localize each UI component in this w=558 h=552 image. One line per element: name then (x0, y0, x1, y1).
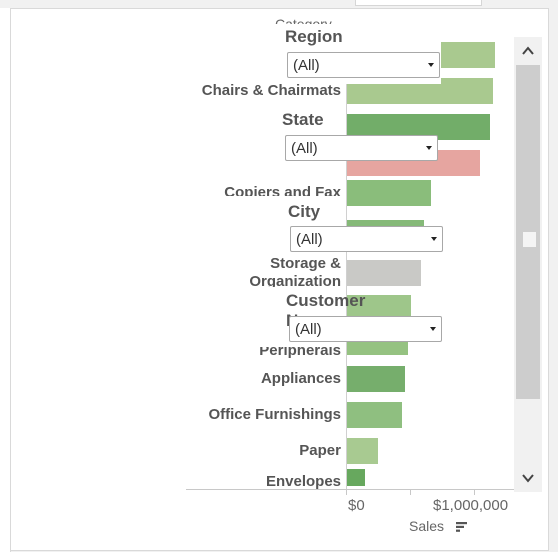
top-strip (0, 0, 558, 8)
city-dropdown[interactable]: (All) (290, 226, 443, 252)
zero-baseline (346, 30, 347, 490)
region-dropdown-value: (All) (293, 57, 320, 74)
state-dropdown-value: (All) (291, 140, 318, 157)
filter-card-customer-name: Customer Name (All) (186, 287, 442, 347)
category-label: Storage & Organization (249, 255, 341, 290)
state-dropdown[interactable]: (All) (285, 135, 438, 161)
category-label: Appliances (260, 370, 341, 387)
chevron-up-icon[interactable] (514, 37, 542, 65)
filter-card-city: City (All) (186, 196, 443, 258)
x-tick-label-1m: $1,000,000 (433, 497, 509, 514)
category-label: Office Furnishings (208, 406, 341, 423)
chevron-down-icon (426, 146, 432, 150)
customer-name-dropdown[interactable]: (All) (289, 316, 442, 342)
chevron-down-icon (428, 63, 434, 67)
category-label: Paper (299, 442, 341, 459)
x-tick (410, 490, 411, 495)
chevron-down-icon (431, 237, 437, 241)
category-label: Envelopes (265, 473, 341, 490)
chevron-down-icon[interactable] (514, 464, 542, 492)
bar-appliances[interactable] (347, 366, 405, 392)
bar-envelopes[interactable] (347, 469, 365, 486)
left-frame (0, 8, 11, 552)
x-tick (474, 490, 475, 495)
category-label: Chairs & Chairmats (201, 82, 341, 99)
bar-paper[interactable] (347, 438, 378, 464)
filter-title-state: State (282, 110, 324, 129)
x-tick-label-0: $0 (348, 497, 365, 514)
filter-card-state: State (All) (186, 106, 438, 166)
scrollbar-track[interactable] (516, 65, 540, 399)
customer-name-dropdown-value: (All) (295, 321, 322, 338)
region-dropdown[interactable]: (All) (287, 52, 440, 78)
filter-title-region: Region (285, 27, 343, 46)
vertical-scrollbar[interactable] (514, 37, 542, 492)
scrollbar-thumb[interactable] (523, 232, 536, 247)
filter-card-region: Region (All) (186, 24, 441, 84)
bar-storage-organization[interactable] (347, 260, 421, 286)
x-tick (346, 490, 347, 495)
x-axis-line (186, 489, 514, 490)
sort-descending-icon[interactable] (456, 522, 467, 532)
filter-title-city: City (288, 202, 321, 221)
bar-office-furnishings[interactable] (347, 402, 402, 428)
top-tab-stub (355, 0, 482, 6)
x-axis-title: Sales (409, 518, 445, 534)
bar-copiers-and-fax[interactable] (347, 180, 431, 206)
city-dropdown-value: (All) (296, 231, 323, 248)
chevron-down-icon (430, 327, 436, 331)
